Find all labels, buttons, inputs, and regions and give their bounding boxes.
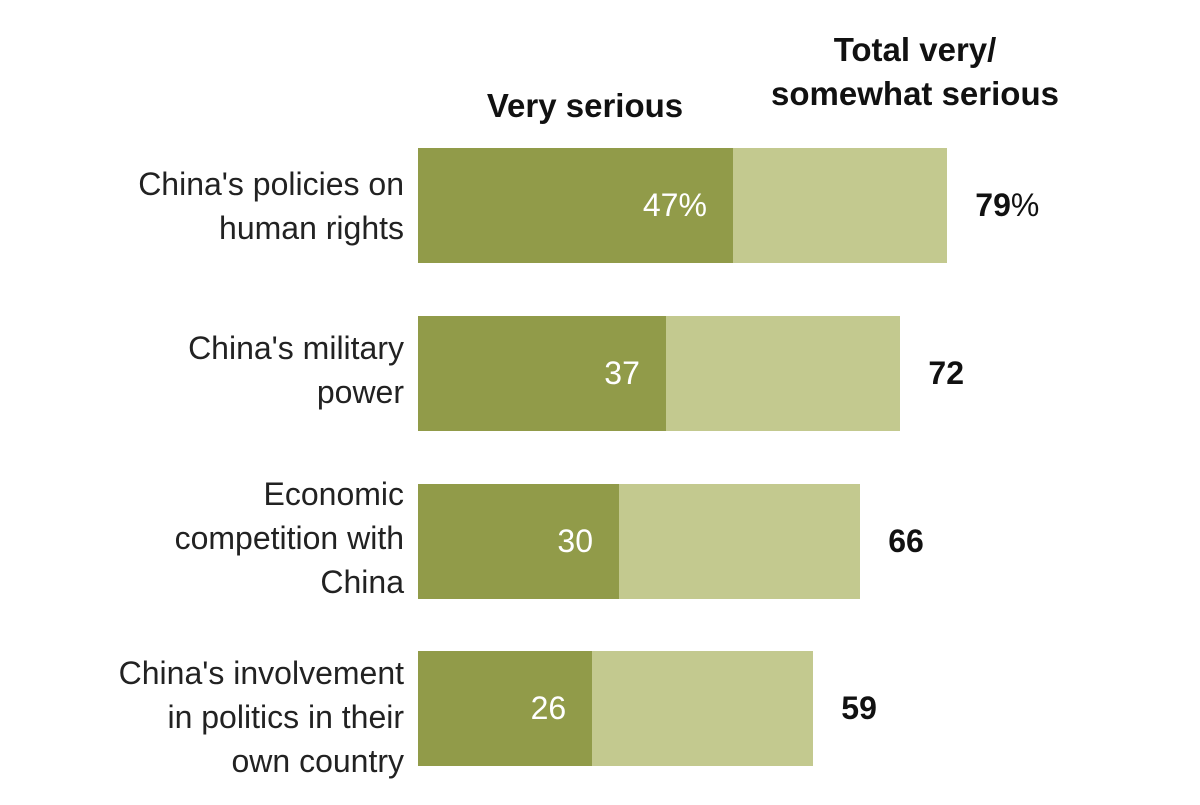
- percent-sign: %: [1010, 187, 1040, 223]
- total-serious-value-label: 59: [841, 651, 877, 766]
- total-serious-value-label: 79%: [975, 148, 1039, 263]
- bar-very-serious: [418, 484, 619, 599]
- very-serious-value-label: 37: [604, 355, 640, 391]
- total-serious-value-label: 66: [888, 484, 924, 599]
- category-label: China's military power: [188, 330, 404, 410]
- total-serious-value-label: 72: [928, 316, 964, 431]
- header-total-serious: Total very/ somewhat serious: [771, 31, 1059, 112]
- total-value-number: 72: [928, 355, 964, 391]
- very-serious-value-label: 47%: [642, 187, 707, 223]
- category-label: China's policies on human rights: [138, 166, 404, 246]
- bar-very-serious: [418, 316, 666, 431]
- header-very-serious: Very serious: [486, 87, 684, 124]
- category-label: Economic competition with China: [174, 476, 404, 600]
- bar-very-serious: [418, 651, 593, 766]
- total-value-number: 59: [841, 690, 877, 726]
- total-value-number: 66: [888, 523, 924, 559]
- very-serious-value-label: 26: [530, 690, 567, 726]
- very-serious-value-label: 30: [557, 523, 593, 559]
- category-label: China's involvement in politics in their…: [118, 655, 404, 779]
- total-value-number: 79: [975, 187, 1011, 223]
- bar-very-serious: [418, 148, 733, 263]
